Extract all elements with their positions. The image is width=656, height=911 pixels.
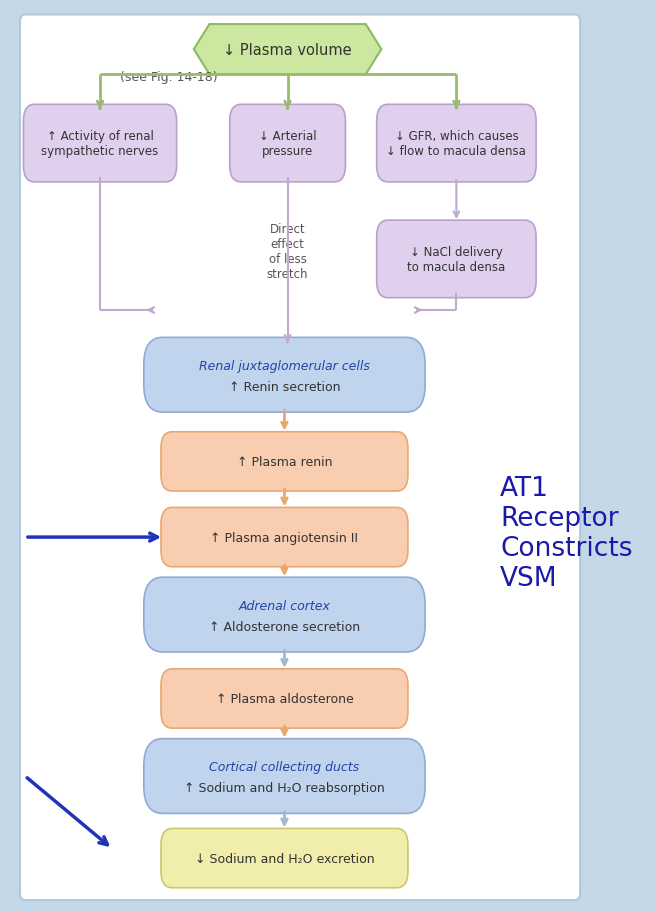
FancyBboxPatch shape (161, 669, 408, 729)
Text: ↑ Activity of renal
sympathetic nerves: ↑ Activity of renal sympathetic nerves (41, 130, 159, 158)
FancyBboxPatch shape (161, 433, 408, 492)
FancyBboxPatch shape (377, 106, 536, 183)
FancyBboxPatch shape (144, 739, 425, 814)
FancyBboxPatch shape (24, 106, 176, 183)
FancyBboxPatch shape (230, 106, 346, 183)
FancyBboxPatch shape (161, 829, 408, 887)
FancyBboxPatch shape (144, 338, 425, 413)
Text: ↑ Plasma aldosterone: ↑ Plasma aldosterone (216, 692, 354, 705)
FancyBboxPatch shape (20, 15, 580, 900)
Text: Adrenal cortex: Adrenal cortex (239, 599, 331, 612)
Text: ↑ Aldosterone secretion: ↑ Aldosterone secretion (209, 620, 360, 633)
Text: ↑ Sodium and H₂O reabsorption: ↑ Sodium and H₂O reabsorption (184, 782, 385, 794)
FancyBboxPatch shape (161, 508, 408, 567)
Text: ↑ Plasma renin: ↑ Plasma renin (237, 456, 332, 468)
Text: Renal juxtaglomerular cells: Renal juxtaglomerular cells (199, 360, 370, 373)
Text: ↓ GFR, which causes
↓ flow to macula densa: ↓ GFR, which causes ↓ flow to macula den… (386, 130, 526, 158)
Text: AT1
Receptor
Constricts
VSM: AT1 Receptor Constricts VSM (500, 475, 632, 591)
FancyBboxPatch shape (377, 221, 536, 299)
Text: ↑ Plasma angiotensin II: ↑ Plasma angiotensin II (211, 531, 358, 544)
Text: Cortical collecting ducts: Cortical collecting ducts (209, 761, 359, 773)
Text: ↓ Arterial
pressure: ↓ Arterial pressure (258, 130, 316, 158)
Text: ↑ Renin secretion: ↑ Renin secretion (229, 381, 340, 394)
Polygon shape (194, 26, 381, 76)
Text: ↓ Plasma volume: ↓ Plasma volume (223, 43, 352, 57)
Text: ↓ NaCl delivery
to macula densa: ↓ NaCl delivery to macula densa (407, 246, 506, 273)
Text: ↓ Sodium and H₂O excretion: ↓ Sodium and H₂O excretion (195, 852, 375, 865)
Text: (see Fig. 14-18): (see Fig. 14-18) (120, 71, 218, 84)
FancyBboxPatch shape (144, 578, 425, 652)
Text: Direct
effect
of less
stretch: Direct effect of less stretch (267, 222, 308, 281)
